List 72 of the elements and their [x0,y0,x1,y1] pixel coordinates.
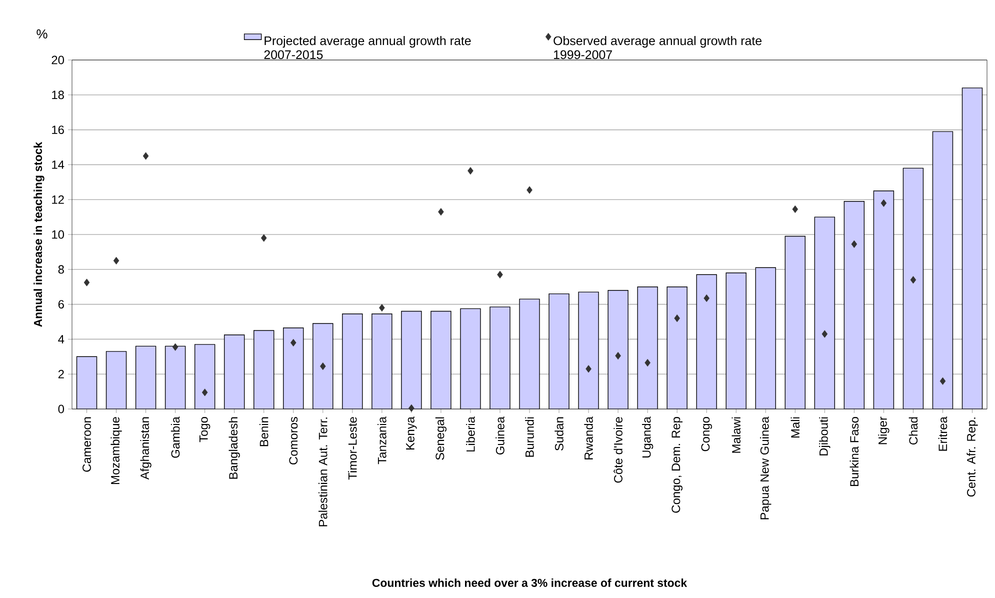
y-tick-label: 8 [58,265,64,274]
point [468,167,474,175]
point [438,208,444,216]
x-tick-label: Bangladesh [228,417,240,479]
x-tick-label: Djibouti [819,417,830,456]
x-tick-label: Palestinian Aut. Terr. [318,418,328,526]
y-tick-label: 2 [58,370,64,378]
y-tick-label: 14 [52,160,64,169]
point [792,205,798,213]
x-tick-label: Sudan [554,417,564,451]
point [526,186,532,194]
x-tick-label: Uganda [642,416,654,458]
x-tick-label: Malawi [732,417,740,453]
point [172,343,178,351]
x-tick-label: Tanzania [378,416,386,464]
x-tick-label: Papua New Guinea [760,416,772,520]
y-tick-label: 0 [58,404,64,414]
point [497,270,503,278]
point [822,330,828,338]
x-tick-label: Congo [701,417,712,452]
x-tick-label: Gambia [170,416,180,458]
x-axis-title: Countries which need over a 3% increase of current stock [372,578,688,587]
y-tick-label: 6 [58,300,64,309]
point [408,404,414,412]
point [320,362,326,370]
x-tick-label: Rwanda [584,416,593,460]
y-axis-title: Annual increase in teaching stock [34,142,44,327]
x-tick-label: Côte d'Ivoire [614,417,622,483]
point [704,294,710,302]
legend-label: Observed average annual growth rate 1999-2007 [554,36,762,60]
x-tick-label: Mali [790,417,800,438]
point [910,276,916,284]
point [851,240,858,248]
point [290,338,296,346]
y-tick-label: 18 [52,90,64,100]
point [113,256,120,264]
point [586,365,592,373]
point [379,304,385,312]
point [84,278,90,286]
x-tick-label: Afghanistan [140,417,152,480]
x-tick-label: Kenya [406,416,417,450]
x-tick-label: Mozambique [110,417,122,484]
point [615,352,621,360]
x-tick-label: Togo [199,417,210,442]
y-tick-label: 4 [58,335,64,344]
point [940,377,946,385]
x-tick-label: Benin [259,417,268,446]
x-tick-label: Congo, Dem. Rep [672,417,683,513]
x-tick-label: Liberia [466,416,475,452]
x-tick-label: Cent. Afr. Rep. [966,418,978,497]
legend-label: Projected average annual growth rate 2007-2015 [264,36,471,60]
x-tick-label: Burundi [525,417,534,457]
y-tick-label: 20 [52,56,64,64]
point [880,199,887,207]
x-tick-label: Timor-Leste [348,417,357,480]
point [674,314,680,322]
x-tick-label: Senegal [435,417,447,460]
y-tick-label: 12 [52,195,64,204]
point [202,388,208,396]
text: % [36,29,48,38]
y-tick-label: 10 [52,230,64,239]
x-tick-label: Cameroon [82,417,91,472]
point [644,358,650,367]
x-tick-label: Burkina Faso [850,417,859,486]
x-tick-label: Eritrea [938,416,948,451]
point [142,152,149,160]
y-tick-label: 16 [52,126,64,134]
x-tick-label: Niger [878,416,890,444]
x-tick-label: Comoros [289,416,298,464]
x-tick-label: Guinea [496,416,504,454]
point [260,234,267,242]
x-tick-label: Chad [908,417,918,444]
